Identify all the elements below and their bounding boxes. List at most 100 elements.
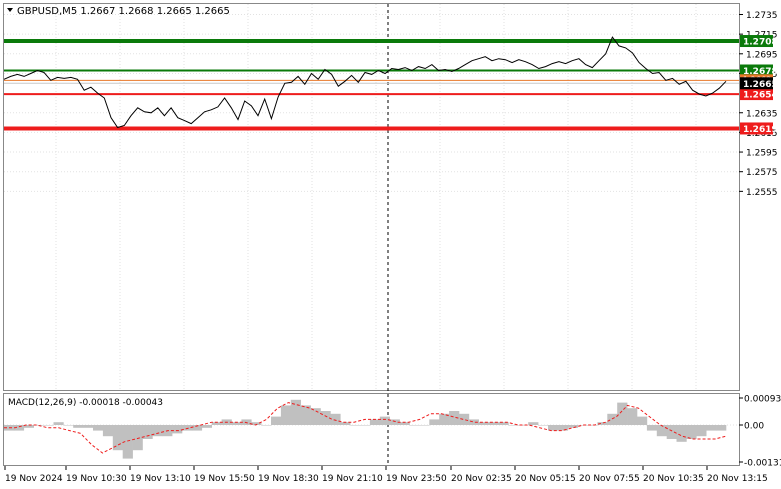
macd-bar: [122, 425, 133, 459]
macd-bar: [439, 413, 450, 425]
macd-bar: [211, 422, 222, 425]
macd-bar: [73, 425, 84, 428]
macd-bar: [716, 425, 727, 431]
macd-bar: [449, 411, 460, 425]
macd-bar: [300, 405, 311, 425]
macd-bar: [251, 422, 262, 425]
price-panel-frame: [3, 3, 740, 391]
macd-bar: [607, 413, 618, 425]
time-tick-label: 20 Nov 05:15: [515, 474, 576, 484]
macd-bar: [191, 425, 203, 431]
macd-bar: [646, 425, 658, 431]
macd-bar: [597, 422, 608, 425]
macd-bar: [63, 425, 74, 426]
macd-bar: [43, 425, 54, 426]
level-tag-resistance-top: [740, 35, 773, 48]
macd-bar: [23, 425, 34, 428]
macd-bar: [369, 419, 381, 425]
symbol-header[interactable]: GBPUSD,M5 1.2667 1.2668 1.2665 1.2665: [7, 6, 230, 17]
macd-bar: [399, 422, 410, 425]
macd-bar: [538, 425, 549, 426]
symbol-ohlc-label: GBPUSD,M5 1.2667 1.2668 1.2665 1.2665: [17, 6, 230, 17]
macd-bar: [696, 425, 707, 437]
macd-bar: [627, 408, 638, 425]
macd-bar: [172, 425, 183, 434]
macd-bar: [83, 425, 94, 428]
macd-bar: [142, 425, 153, 439]
macd-bar: [112, 425, 123, 451]
dropdown-triangle-icon[interactable]: [7, 8, 13, 12]
price-tick-label: 1.2735: [746, 11, 778, 21]
macd-bar: [666, 425, 677, 439]
price-grid: [4, 4, 739, 390]
macd-signal-line: [4, 402, 727, 454]
macd-bar: [498, 422, 509, 425]
macd-bar: [350, 425, 361, 426]
macd-bar: [231, 422, 242, 425]
time-axis: 19 Nov 2024 19 Nov 10:30 19 Nov 13:10 19 No…: [4, 466, 768, 484]
macd-bar: [518, 425, 529, 426]
level-tag-label: 1.2678: [743, 67, 778, 77]
level-price-tags: 1.27081.26781.26651.26541.26191.26681.26…: [740, 35, 778, 135]
time-tick-label: 19 Nov 10:30: [66, 474, 127, 484]
time-tick-label: 19 Nov 15:50: [194, 474, 255, 484]
macd-bar: [656, 425, 667, 437]
time-tick-label: 20 Nov 02:35: [451, 474, 512, 484]
time-tick-label: 20 Nov 13:15: [707, 474, 768, 484]
macd-axis: 0.00093 0.00 -0.00131: [739, 395, 781, 469]
price-tick-label: 1.2555: [746, 188, 778, 198]
macd-bar: [13, 425, 25, 431]
macd-bar: [508, 425, 519, 426]
macd-bar: [132, 425, 143, 451]
price-tick-label: 1.2635: [746, 109, 778, 119]
macd-tick-label: 0.00: [744, 422, 764, 432]
macd-bar: [637, 416, 648, 425]
macd-bar: [389, 419, 400, 425]
level-tag-label: 1.2619: [743, 125, 778, 135]
macd-tick-label: 0.00093: [744, 395, 781, 405]
price-series-line: [3, 36, 727, 129]
time-tick-label: 19 Nov 18:30: [258, 474, 319, 484]
macd-bar: [587, 425, 598, 426]
macd-bar: [419, 425, 430, 426]
macd-bar: [261, 425, 272, 426]
macd-bar: [488, 422, 499, 425]
current-price-label: 1.2665: [743, 80, 778, 90]
macd-bar: [676, 425, 687, 442]
macd-bar: [102, 425, 114, 437]
time-tick-label: 19 Nov 21:10: [322, 474, 383, 484]
macd-bar: [557, 425, 569, 431]
price-tick-label: 1.2595: [746, 149, 778, 159]
time-tick-label: 19 Nov 13:10: [130, 474, 191, 484]
macd-bar: [330, 413, 341, 425]
macd-bar: [567, 425, 578, 428]
macd-bar: [409, 425, 420, 426]
macd-bar: [280, 405, 292, 425]
macd-bar: [152, 425, 163, 437]
macd-bar: [548, 425, 559, 431]
time-tick-label: 20 Nov 10:35: [643, 474, 704, 484]
level-tag-label: 1.2654: [743, 91, 778, 101]
macd-label: MACD(12,26,9) -0.00018 -0.00043: [8, 398, 163, 408]
level-tag-support: [740, 88, 773, 101]
price-tick-label: 1.2695: [746, 50, 778, 60]
level-tag-support-bottom: [740, 122, 773, 135]
macd-bar: [290, 399, 301, 425]
macd-bar: [617, 402, 628, 425]
time-tick-label: 19 Nov 2024: [5, 474, 63, 484]
macd-bar: [706, 425, 717, 431]
time-tick-label: 20 Nov 07:55: [579, 474, 640, 484]
macd-bar: [429, 419, 440, 425]
macd-bar: [320, 411, 331, 425]
macd-bar: [340, 422, 351, 425]
level-tag-resistance: [740, 64, 773, 77]
current-price-tag: [740, 77, 773, 90]
macd-bar: [310, 408, 321, 425]
horizontal-levels: [4, 39, 739, 131]
macd-bar: [468, 419, 479, 425]
macd-bar: [459, 413, 470, 425]
macd-bar: [478, 422, 489, 425]
macd-bar: [53, 422, 64, 425]
macd-bar: [379, 416, 390, 425]
